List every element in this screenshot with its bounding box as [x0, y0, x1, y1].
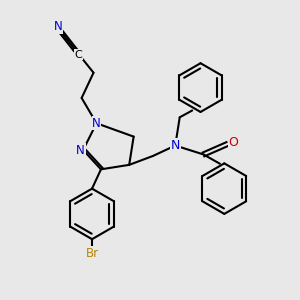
Text: N: N [92, 117, 101, 130]
Text: N: N [171, 139, 180, 152]
Text: N: N [53, 20, 62, 33]
Text: Br: Br [85, 247, 99, 260]
Text: C: C [75, 50, 83, 60]
Text: N: N [76, 143, 85, 157]
Text: O: O [228, 136, 238, 149]
